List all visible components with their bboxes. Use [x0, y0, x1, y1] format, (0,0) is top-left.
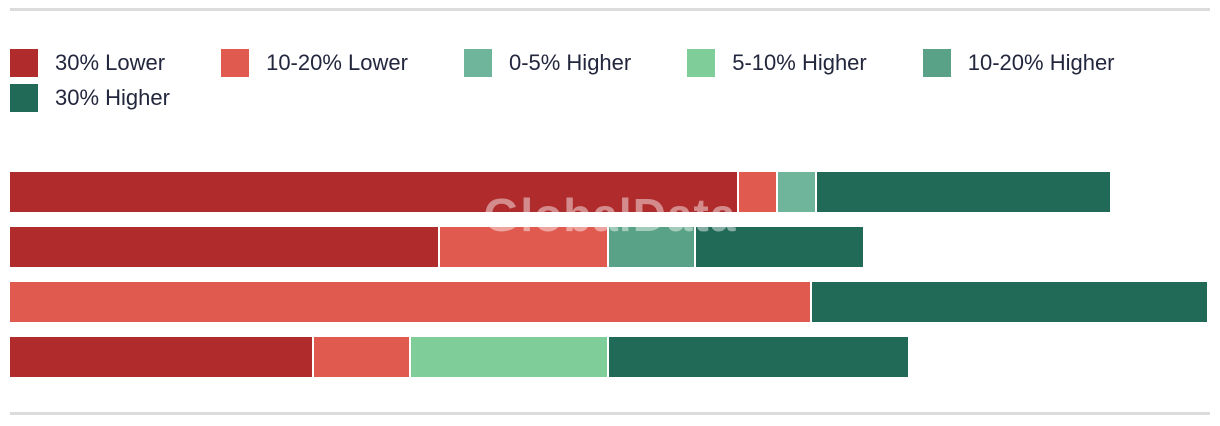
bar-segment [440, 227, 607, 267]
legend-label: 10-20% Higher [967, 50, 1115, 75]
bar-segment [817, 172, 1110, 212]
legend-item: 5-10% Higher [687, 49, 867, 77]
bar-row [10, 282, 1220, 322]
bar-segment [696, 227, 863, 267]
bar-segment [411, 337, 607, 377]
bar-row [10, 172, 1220, 212]
legend-item: 30% Higher [10, 84, 170, 112]
bar-segment [10, 282, 810, 322]
bar-segment [314, 337, 409, 377]
legend-item: 10-20% Lower [221, 49, 408, 77]
bar-segment [778, 172, 815, 212]
bar-row [10, 227, 1220, 267]
bar-segment [609, 227, 694, 267]
legend-item: 10-20% Higher [922, 49, 1115, 77]
legend-swatch [463, 49, 492, 77]
bar-segment [609, 337, 908, 377]
legend-swatch [922, 49, 951, 77]
bottom-divider [10, 412, 1210, 415]
bar-segment [10, 172, 737, 212]
legend-label: 30% Lower [55, 50, 166, 75]
bar-segment [739, 172, 776, 212]
legend-label: 30% Higher [55, 85, 170, 110]
bar-segment [10, 227, 438, 267]
top-divider [10, 8, 1210, 11]
legend-swatch [10, 84, 38, 112]
legend-swatch [687, 49, 716, 77]
legend-item: 0-5% Higher [463, 49, 632, 77]
bar-segment [812, 282, 1207, 322]
legend: 30% Lower 10-20% Lower 0-5% Higher 5-10% Hi… [10, 49, 1216, 112]
bar-segment [10, 337, 312, 377]
legend-swatch [10, 49, 38, 77]
legend-label: 0-5% Higher [508, 50, 632, 75]
legend-label: 5-10% Higher [732, 50, 867, 75]
bar-row [10, 337, 1220, 377]
legend-label: 10-20% Lower [266, 50, 408, 75]
legend-item: 30% Lower [10, 49, 165, 77]
legend-swatch [221, 49, 250, 77]
plot-area [10, 172, 1220, 392]
